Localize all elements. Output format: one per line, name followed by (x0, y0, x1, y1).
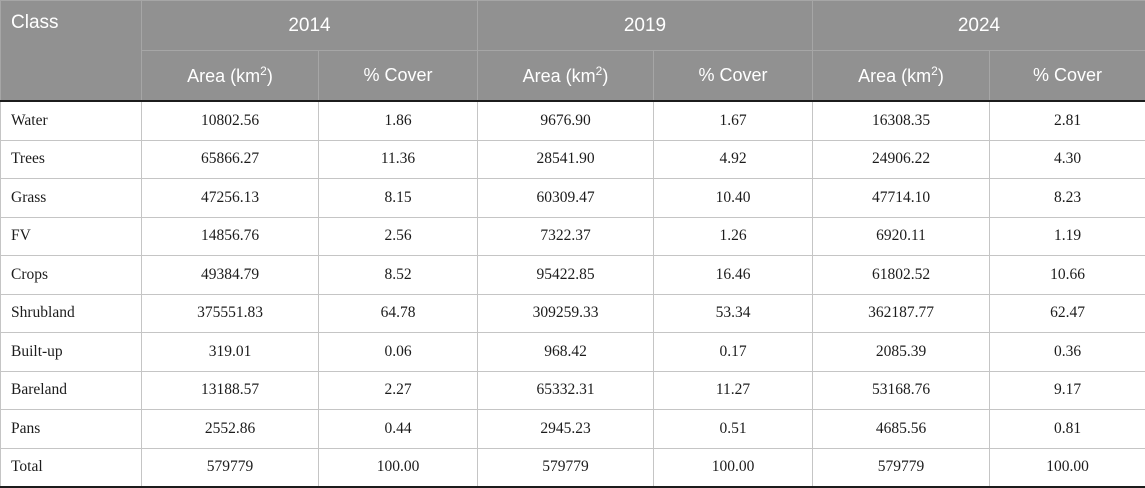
area-cell: 47714.10 (813, 179, 990, 218)
area-cell: 2552.86 (142, 410, 319, 449)
class-cell: Trees (1, 140, 142, 179)
squared-superscript: 2 (596, 64, 603, 78)
cover-cell: 16.46 (654, 256, 813, 295)
area-cell: 579779 (478, 448, 654, 487)
cover-cell: 2.56 (319, 217, 478, 256)
area-header-2014: Area (km2) (142, 51, 319, 102)
cover-cell: 2.81 (990, 101, 1145, 140)
cover-header-2014: % Cover (319, 51, 478, 102)
class-cell: Shrubland (1, 294, 142, 333)
area-cell: 2945.23 (478, 410, 654, 449)
class-cell: Pans (1, 410, 142, 449)
cover-cell: 0.36 (990, 333, 1145, 372)
area-cell: 7322.37 (478, 217, 654, 256)
class-cell: Total (1, 448, 142, 487)
cover-cell: 10.40 (654, 179, 813, 218)
area-cell: 362187.77 (813, 294, 990, 333)
cover-header-2024: % Cover (990, 51, 1145, 102)
class-cell: Water (1, 101, 142, 140)
area-cell: 16308.35 (813, 101, 990, 140)
area-cell: 968.42 (478, 333, 654, 372)
cover-cell: 0.51 (654, 410, 813, 449)
area-cell: 375551.83 (142, 294, 319, 333)
cover-cell: 4.92 (654, 140, 813, 179)
area-header-2024: Area (km2) (813, 51, 990, 102)
year-header-2024: 2024 (813, 1, 1145, 51)
squared-superscript: 2 (260, 64, 267, 78)
area-cell: 24906.22 (813, 140, 990, 179)
class-cell: Grass (1, 179, 142, 218)
cover-cell: 8.15 (319, 179, 478, 218)
cover-cell: 11.27 (654, 371, 813, 410)
table-header: Class 2014 2019 2024 Area (km2) % Cover … (1, 1, 1145, 102)
cover-cell: 0.44 (319, 410, 478, 449)
year-header-row: Class 2014 2019 2024 (1, 1, 1145, 51)
class-column-header: Class (1, 1, 142, 102)
area-cell: 9676.90 (478, 101, 654, 140)
cover-cell: 53.34 (654, 294, 813, 333)
area-cell: 10802.56 (142, 101, 319, 140)
cover-cell: 8.23 (990, 179, 1145, 218)
area-cell: 309259.33 (478, 294, 654, 333)
cover-cell: 2.27 (319, 371, 478, 410)
area-cell: 95422.85 (478, 256, 654, 295)
area-cell: 14856.76 (142, 217, 319, 256)
class-cell: Crops (1, 256, 142, 295)
cover-cell: 1.67 (654, 101, 813, 140)
cover-header-2019: % Cover (654, 51, 813, 102)
year-header-2019: 2019 (478, 1, 813, 51)
cover-cell: 100.00 (319, 448, 478, 487)
area-cell: 319.01 (142, 333, 319, 372)
year-header-2014: 2014 (142, 1, 478, 51)
area-cell: 579779 (142, 448, 319, 487)
area-cell: 65332.31 (478, 371, 654, 410)
area-cell: 47256.13 (142, 179, 319, 218)
class-cell: Bareland (1, 371, 142, 410)
cover-cell: 1.86 (319, 101, 478, 140)
area-cell: 4685.56 (813, 410, 990, 449)
sub-header-row: Area (km2) % Cover Area (km2) % Cover Ar… (1, 51, 1145, 102)
area-header-2019: Area (km2) (478, 51, 654, 102)
cover-cell: 62.47 (990, 294, 1145, 333)
cover-cell: 0.17 (654, 333, 813, 372)
cover-cell: 64.78 (319, 294, 478, 333)
area-cell: 28541.90 (478, 140, 654, 179)
cover-cell: 9.17 (990, 371, 1145, 410)
area-cell: 65866.27 (142, 140, 319, 179)
cover-cell: 0.06 (319, 333, 478, 372)
cover-cell: 0.81 (990, 410, 1145, 449)
cover-cell: 8.52 (319, 256, 478, 295)
area-cell: 579779 (813, 448, 990, 487)
area-cell: 13188.57 (142, 371, 319, 410)
area-cell: 60309.47 (478, 179, 654, 218)
area-cell: 49384.79 (142, 256, 319, 295)
squared-superscript: 2 (931, 64, 938, 78)
area-cell: 61802.52 (813, 256, 990, 295)
cover-cell: 10.66 (990, 256, 1145, 295)
area-cell: 53168.76 (813, 371, 990, 410)
cover-cell: 11.36 (319, 140, 478, 179)
cover-cell: 100.00 (990, 448, 1145, 487)
cover-cell: 1.19 (990, 217, 1145, 256)
area-cell: 2085.39 (813, 333, 990, 372)
cover-cell: 4.30 (990, 140, 1145, 179)
class-cell: Built-up (1, 333, 142, 372)
cover-cell: 1.26 (654, 217, 813, 256)
cover-cell: 100.00 (654, 448, 813, 487)
area-cell: 6920.11 (813, 217, 990, 256)
class-cell: FV (1, 217, 142, 256)
